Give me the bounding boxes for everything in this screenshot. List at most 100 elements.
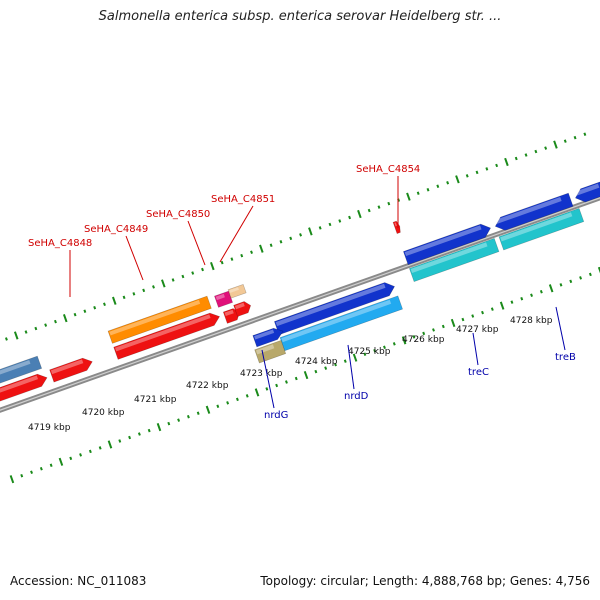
top-tick: [240, 253, 244, 258]
bottom-tick: [156, 423, 162, 432]
top-tick: [269, 243, 273, 248]
gene-label[interactable]: treC: [468, 367, 489, 378]
gene-label[interactable]: nrdG: [264, 410, 288, 421]
topology-text: Topology: circular; Length: 4,888,768 bp…: [260, 574, 590, 588]
top-tick: [514, 156, 518, 161]
gene-bar-seha-c4849[interactable]: [113, 310, 222, 360]
gene-bar-khaki[interactable]: [254, 340, 287, 364]
top-tick: [446, 181, 450, 185]
gene-label[interactable]: treB: [555, 352, 576, 363]
bottom-tick: [597, 266, 600, 274]
top-tick: [34, 326, 38, 331]
top-tick: [54, 319, 57, 324]
gene-label[interactable]: SeHA_C4854: [356, 164, 420, 175]
bottom-tick: [98, 446, 102, 450]
bottom-tick: [499, 301, 505, 310]
bottom-tick: [412, 335, 416, 339]
bottom-tick: [432, 328, 435, 332]
top-tick: [504, 157, 509, 167]
gene-bar-small-1[interactable]: [222, 307, 241, 324]
gene-bar-treb-top[interactable]: [493, 192, 574, 233]
top-tick: [201, 267, 204, 272]
gene-bar-small-2[interactable]: [233, 300, 253, 317]
bottom-tick: [383, 345, 386, 350]
leader-line: [261, 349, 275, 409]
bottom-tick: [235, 397, 239, 402]
tick-label: 4722 kbp: [186, 381, 229, 391]
accession-text: Accession: NC_011083: [10, 574, 147, 588]
top-tick: [534, 149, 538, 154]
bottom-tick: [49, 463, 53, 468]
gene-label[interactable]: SeHA_C4848: [28, 238, 92, 249]
top-tick: [259, 244, 264, 253]
bottom-tick: [422, 331, 426, 336]
top-tick: [171, 278, 175, 282]
top-tick: [93, 305, 97, 310]
tick-label: 4727 kbp: [456, 325, 499, 335]
gene-bar-seha-c4850[interactable]: [107, 295, 212, 344]
top-tick: [279, 240, 283, 244]
gene-bar-end[interactable]: [573, 179, 600, 205]
leader-line: [347, 344, 355, 390]
bottom-tick: [352, 353, 358, 362]
gene-label[interactable]: SeHA_C4849: [84, 224, 148, 235]
gene-label[interactable]: nrdD: [344, 391, 369, 402]
feature-track: [0, 179, 600, 414]
top-tick: [524, 153, 528, 157]
top-tick: [191, 271, 195, 275]
top-tick: [583, 132, 587, 136]
bottom-tick: [186, 414, 190, 419]
gene-label[interactable]: SeHA_C4851: [211, 194, 275, 205]
bottom-tick: [471, 314, 475, 318]
bottom-tick: [294, 376, 298, 381]
gene-bar-peach[interactable]: [227, 283, 247, 299]
gene-bar-trec-top[interactable]: [403, 221, 493, 266]
top-tick: [544, 146, 548, 150]
backbone-highlight: [0, 197, 600, 411]
bottom-tick: [343, 359, 347, 363]
top-tick: [563, 139, 567, 143]
bottom-tick: [245, 394, 249, 398]
gene-bar-nrdg[interactable]: [252, 326, 285, 348]
leader-line: [472, 332, 479, 366]
gene-bar-red-2[interactable]: [49, 355, 95, 383]
gene-bar-pink[interactable]: [214, 290, 233, 308]
bottom-tick: [530, 293, 533, 297]
top-tick: [13, 331, 19, 340]
bottom-tick: [128, 435, 132, 440]
top-tick: [406, 192, 411, 201]
bottom-tick: [548, 284, 554, 293]
bottom-tick: [510, 300, 514, 304]
label-track: 4719 kbp 4720 kbp 4721 kbp 4722 kbp 4723 kbp…: [28, 164, 576, 433]
bottom-tick: [392, 342, 396, 346]
gene-bar-trec[interactable]: [409, 238, 500, 283]
gene-label[interactable]: SeHA_C4850: [146, 209, 210, 220]
top-tick: [161, 279, 166, 288]
top-tick: [387, 201, 391, 206]
gene-bar-seha-c4854[interactable]: [392, 220, 402, 234]
gene-bar-red-1[interactable]: [0, 371, 49, 414]
bottom-tick: [88, 449, 92, 454]
top-tick: [426, 187, 430, 192]
top-tick: [553, 140, 558, 149]
tick-label: 4719 kbp: [28, 423, 71, 433]
bottom-tick: [177, 418, 181, 422]
top-tick: [132, 292, 136, 296]
tick-label: 4725 kbp: [348, 347, 391, 357]
bottom-tick: [118, 439, 122, 443]
bottom-tick: [79, 453, 83, 457]
top-tick: [220, 260, 224, 265]
bottom-tick: [39, 467, 43, 471]
tick-label: 4721 kbp: [134, 395, 177, 405]
top-tick: [348, 215, 352, 220]
bottom-tick: [401, 336, 407, 345]
bottom-tick: [539, 290, 543, 294]
top-tick: [152, 285, 155, 289]
bottom-tick: [58, 457, 64, 466]
gene-bar-treb[interactable]: [498, 208, 585, 251]
gene-bar-upstream[interactable]: [0, 355, 43, 391]
bottom-tick: [373, 349, 377, 353]
gene-bar-nrdd[interactable]: [279, 295, 403, 352]
